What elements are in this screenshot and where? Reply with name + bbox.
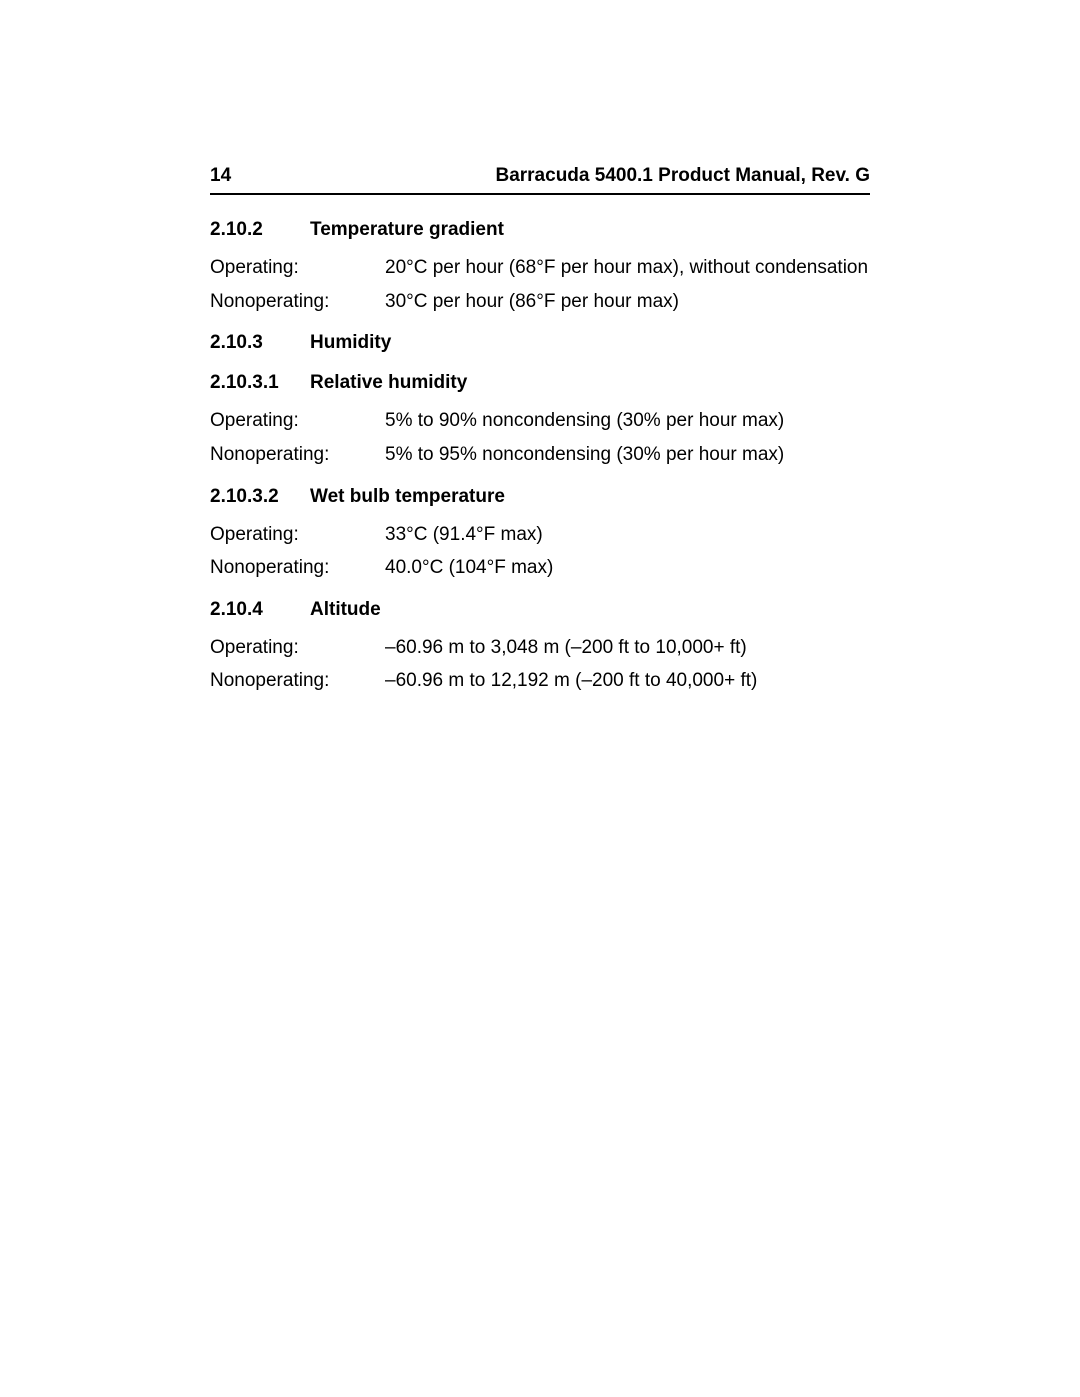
heading-title: Humidity [310,332,391,354]
heading-humidity: 2.10.3 Humidity [210,332,870,354]
spec-row: Operating: 5% to 90% noncondensing (30% … [210,408,870,434]
spec-value: 20°C per hour (68°F per hour max), witho… [385,255,870,281]
spec-value: 40.0°C (104°F max) [385,555,870,581]
spec-row: Nonoperating: 5% to 95% noncondensing (3… [210,442,870,468]
spec-row: Nonoperating: 30°C per hour (86°F per ho… [210,289,870,315]
heading-wet-bulb: 2.10.3.2 Wet bulb temperature [210,486,870,508]
spec-value: –60.96 m to 3,048 m (–200 ft to 10,000+ … [385,635,870,661]
spec-value: –60.96 m to 12,192 m (–200 ft to 40,000+… [385,668,870,694]
spec-label-nonoperating: Nonoperating: [210,668,385,694]
heading-number: 2.10.2 [210,219,310,241]
heading-number: 2.10.4 [210,599,310,621]
spec-label-operating: Operating: [210,255,385,281]
spec-label-nonoperating: Nonoperating: [210,555,385,581]
document-title: Barracuda 5400.1 Product Manual, Rev. G [495,165,870,187]
spec-value: 5% to 95% noncondensing (30% per hour ma… [385,442,870,468]
spec-label-operating: Operating: [210,635,385,661]
heading-number: 2.10.3 [210,332,310,354]
spec-label-nonoperating: Nonoperating: [210,289,385,315]
heading-temperature-gradient: 2.10.2 Temperature gradient [210,219,870,241]
heading-title: Wet bulb temperature [310,486,505,508]
spec-value: 33°C (91.4°F max) [385,522,870,548]
heading-title: Altitude [310,599,381,621]
spec-value: 5% to 90% noncondensing (30% per hour ma… [385,408,870,434]
heading-title: Relative humidity [310,372,467,394]
spec-row: Operating: 20°C per hour (68°F per hour … [210,255,870,281]
heading-altitude: 2.10.4 Altitude [210,599,870,621]
spec-row: Operating: 33°C (91.4°F max) [210,522,870,548]
heading-title: Temperature gradient [310,219,504,241]
page-header: 14 Barracuda 5400.1 Product Manual, Rev.… [210,165,870,195]
heading-relative-humidity: 2.10.3.1 Relative humidity [210,372,870,394]
spec-row: Operating: –60.96 m to 3,048 m (–200 ft … [210,635,870,661]
spec-label-operating: Operating: [210,522,385,548]
heading-number: 2.10.3.1 [210,372,310,394]
spec-row: Nonoperating: –60.96 m to 12,192 m (–200… [210,668,870,694]
heading-number: 2.10.3.2 [210,486,310,508]
spec-label-nonoperating: Nonoperating: [210,442,385,468]
page: 14 Barracuda 5400.1 Product Manual, Rev.… [0,0,1080,1397]
spec-value: 30°C per hour (86°F per hour max) [385,289,870,315]
spec-label-operating: Operating: [210,408,385,434]
page-number: 14 [210,165,231,187]
spec-row: Nonoperating: 40.0°C (104°F max) [210,555,870,581]
